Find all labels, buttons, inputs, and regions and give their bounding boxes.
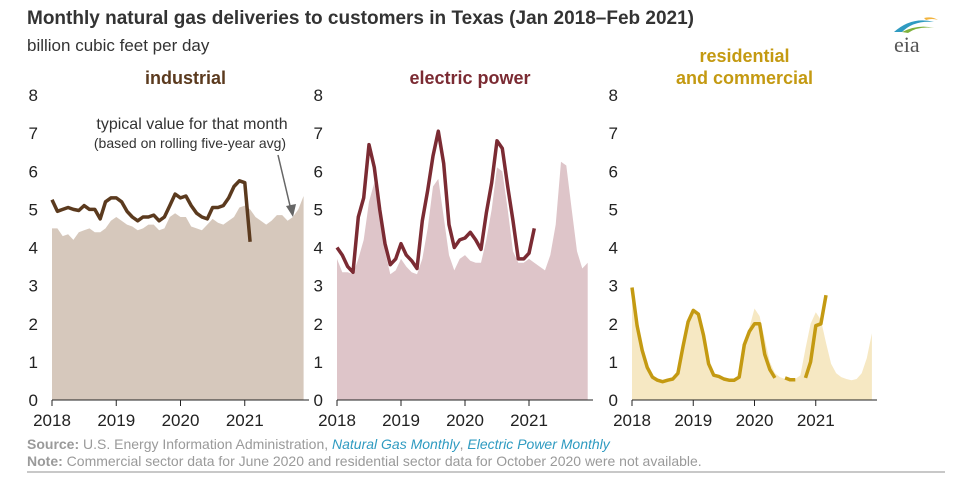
- annotation-arrow-line: [277, 154, 292, 211]
- y-tick-label-residential-commercial: 1: [609, 353, 618, 372]
- x-tick-label-residential-commercial: 2021: [797, 411, 835, 430]
- panel-industrial: 0 1 2 3 4 5 6 7 8 2018 2019 2020 2021 industrial: [29, 68, 309, 430]
- y-tick-label-industrial: 4: [29, 239, 38, 258]
- source-label: Source:: [27, 436, 80, 452]
- note-line: Note: Commercial sector data for June 20…: [27, 453, 702, 470]
- panel-electric-power: 0 1 2 3 4 5 6 7 8 2018 2019 2020 2021 electric power: [314, 68, 593, 430]
- y-tick-label-residential-commercial: 6: [609, 162, 618, 181]
- source-line: Source: U.S. Energy Information Administ…: [27, 436, 702, 453]
- series-line-electric-power: [335, 129, 537, 275]
- panel-title-industrial: industrial: [145, 68, 226, 88]
- panel-title-residential-commercial: residential: [699, 46, 789, 66]
- series-line-residential-commercial: [784, 376, 796, 382]
- y-tick-label-industrial: 3: [29, 277, 38, 296]
- y-tick-label-industrial: 2: [29, 315, 38, 334]
- x-tick-label-industrial: 2018: [33, 411, 71, 430]
- series-line-industrial: [50, 179, 252, 242]
- y-tick-label-electric-power: 6: [314, 162, 323, 181]
- x-tick-label-industrial: 2019: [97, 411, 135, 430]
- series-line-residential-commercial: [630, 287, 777, 384]
- y-tick-label-electric-power: 1: [314, 353, 323, 372]
- y-tick-label-electric-power: 3: [314, 277, 323, 296]
- y-tick-label-industrial: 7: [29, 124, 38, 143]
- y-tick-label-electric-power: 2: [314, 315, 323, 334]
- eia-logo-swoosh-blue: [894, 20, 934, 32]
- y-tick-label-industrial: 0: [29, 391, 38, 410]
- x-tick-label-electric-power: 2018: [318, 411, 356, 430]
- footer-rule: [27, 471, 945, 473]
- y-tick-label-industrial: 8: [29, 86, 38, 105]
- y-tick-label-electric-power: 8: [314, 86, 323, 105]
- chart-title: Monthly natural gas deliveries to custom…: [27, 8, 695, 29]
- x-tick-label-residential-commercial: 2019: [674, 411, 712, 430]
- annotation-subtext: (based on rolling five-year avg): [94, 135, 286, 151]
- note-label: Note:: [27, 453, 63, 469]
- eia-logo-swoosh-yellow: [924, 17, 938, 20]
- annotation-arrow-head: [286, 204, 296, 217]
- typical-value-area-electric-power: [337, 161, 588, 400]
- y-tick-label-electric-power: 4: [314, 239, 323, 258]
- y-tick-label-electric-power: 7: [314, 124, 323, 143]
- x-tick-label-industrial: 2020: [162, 411, 200, 430]
- x-tick-label-residential-commercial: 2020: [736, 411, 774, 430]
- y-tick-label-residential-commercial: 0: [609, 391, 618, 410]
- panel-title-residential-commercial: and commercial: [676, 68, 813, 88]
- y-tick-label-electric-power: 5: [314, 200, 323, 219]
- annotation-text: typical value for that month: [96, 116, 287, 133]
- y-tick-label-residential-commercial: 5: [609, 200, 618, 219]
- x-tick-label-electric-power: 2021: [510, 411, 548, 430]
- series-line-residential-commercial: [803, 294, 828, 379]
- y-tick-label-residential-commercial: 8: [609, 86, 618, 105]
- y-tick-label-residential-commercial: 3: [609, 277, 618, 296]
- eia-logo-text: eia: [894, 32, 920, 56]
- y-tick-label-industrial: 5: [29, 200, 38, 219]
- y-tick-label-residential-commercial: 4: [609, 239, 618, 258]
- y-tick-label-electric-power: 0: [314, 391, 323, 410]
- y-tick-label-industrial: 1: [29, 353, 38, 372]
- eia-logo: eia: [894, 17, 938, 56]
- x-tick-label-industrial: 2021: [226, 411, 264, 430]
- y-tick-label-residential-commercial: 2: [609, 315, 618, 334]
- typical-value-area-industrial: [52, 196, 304, 400]
- chart-subtitle: billion cubic feet per day: [27, 36, 210, 55]
- x-tick-label-residential-commercial: 2018: [613, 411, 651, 430]
- note-text: Commercial sector data for June 2020 and…: [62, 453, 702, 469]
- x-tick-label-electric-power: 2019: [382, 411, 420, 430]
- electric-power-monthly-link[interactable]: Electric Power Monthly: [467, 436, 610, 452]
- eia-logo-swoosh-green: [902, 26, 934, 33]
- x-tick-label-electric-power: 2020: [446, 411, 484, 430]
- source-separator: ,: [459, 436, 468, 452]
- panel-title-electric-power: electric power: [409, 68, 530, 88]
- source-text: U.S. Energy Information Administration,: [79, 436, 333, 452]
- y-tick-label-residential-commercial: 7: [609, 124, 618, 143]
- footer: Source: U.S. Energy Information Administ…: [27, 436, 702, 470]
- y-tick-label-industrial: 6: [29, 162, 38, 181]
- panel-residential-commercial: 0 1 2 3 4 5 6 7 8 2018 2019 2020 2021 residentialand …: [609, 46, 877, 430]
- natural-gas-monthly-link[interactable]: Natural Gas Monthly: [332, 436, 460, 452]
- typical-value-area-residential-commercial: [632, 293, 872, 400]
